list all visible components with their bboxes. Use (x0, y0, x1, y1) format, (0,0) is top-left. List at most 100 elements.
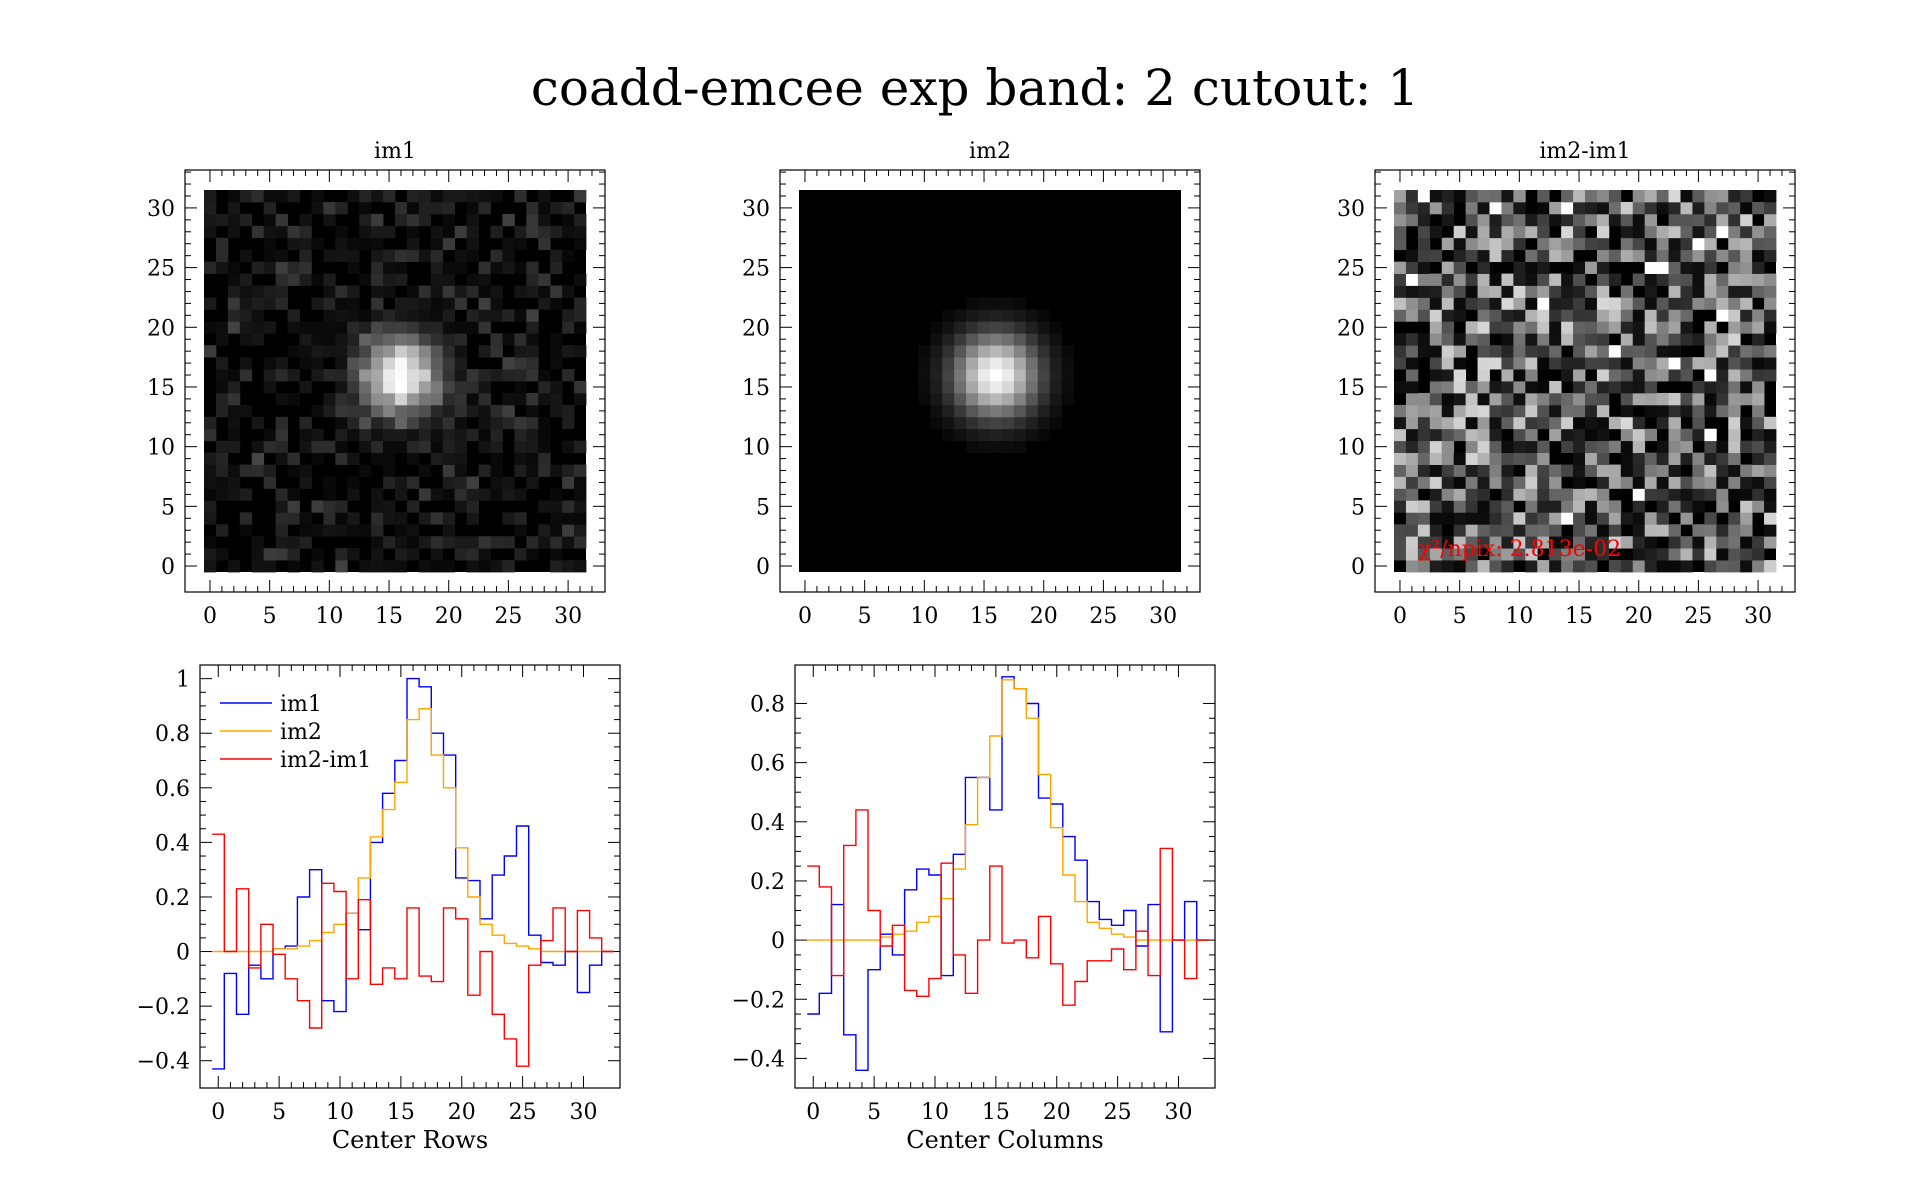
heatmap-cell (1573, 392, 1586, 406)
heatmap-cell (550, 500, 563, 513)
heatmap-cell (1680, 190, 1693, 203)
heatmap-cell (1489, 524, 1502, 537)
heatmap-cell (299, 464, 312, 477)
heatmap-cell (1716, 190, 1729, 203)
heatmap-cell (1728, 464, 1741, 477)
heatmap-cell (1740, 381, 1753, 394)
heatmap-cell (1656, 464, 1669, 477)
heatmap-cell (239, 369, 253, 382)
heatmap-cell (442, 524, 456, 537)
heatmap-cell (1728, 524, 1741, 537)
heatmap-cell (1061, 381, 1074, 394)
heatmap-cell (1429, 416, 1443, 430)
heatmap-cell (204, 416, 217, 430)
heatmap-cell (538, 416, 551, 430)
heatmap-cell (1037, 392, 1051, 406)
heatmap-cell (942, 357, 955, 370)
heatmap-cell (1477, 560, 1490, 573)
heatmap-cell (1740, 369, 1753, 382)
heatmap-cell (323, 333, 336, 346)
heatmap-cell (395, 440, 408, 454)
heatmap-cell (442, 464, 456, 477)
heatmap-cell (1716, 225, 1729, 239)
heatmap-cell (1405, 440, 1419, 454)
heatmap-cell (395, 357, 408, 370)
heatmap-cell (1537, 357, 1550, 370)
heatmap-cell (478, 404, 491, 418)
heatmap-cell (1585, 536, 1598, 549)
heatmap-cell (990, 369, 1003, 382)
heatmap-cell (359, 464, 372, 477)
heatmap-cell (1644, 190, 1658, 203)
heatmap-cell (299, 476, 312, 489)
heatmap-cell (550, 357, 563, 370)
heatmap-cell (1049, 416, 1063, 430)
heatmap-cell (215, 488, 229, 501)
heatmap-cell (490, 476, 503, 489)
heatmap-cell (1394, 285, 1407, 298)
heatmap-cell (1465, 560, 1478, 573)
heatmap-cell (1668, 452, 1681, 465)
heatmap-cell (371, 548, 384, 561)
heatmap-cell (490, 428, 503, 442)
heatmap-cell (418, 369, 432, 382)
heatmap-cell (1596, 476, 1610, 489)
heatmap-xtick-label: 10 (910, 604, 938, 629)
heatmap-cell (1477, 309, 1490, 322)
heatmap-cell (1668, 345, 1681, 358)
heatmap-cell (359, 560, 372, 573)
heatmap-cell (335, 381, 348, 394)
heatmap-cell (1537, 225, 1550, 239)
heatmap-cell (1752, 560, 1765, 573)
heatmap-xtick-label: 30 (1149, 604, 1177, 629)
heatmap-cell (395, 345, 408, 358)
heatmap-cell (383, 333, 396, 346)
heatmap-cell (1668, 201, 1681, 215)
heatmap-cell (1561, 249, 1574, 263)
heatmap-cell (323, 309, 336, 322)
heatmap-cell (966, 428, 979, 442)
heatmap-cell (1537, 273, 1550, 286)
heatmap-cell (1632, 225, 1646, 239)
heatmap-cell (514, 381, 527, 394)
heatmap-cell (1561, 201, 1574, 215)
heatmap-cell (1394, 476, 1407, 489)
heatmap-cell (1716, 404, 1729, 418)
heatmap-cell (1680, 536, 1693, 549)
heatmap-cell (1728, 333, 1741, 346)
heatmap-cell (930, 357, 943, 370)
heatmap-cell (251, 309, 265, 322)
heatmap-cell (1489, 225, 1502, 239)
heatmap-cell (538, 536, 551, 549)
heatmap-cell (574, 464, 587, 477)
heatmap-cell (1405, 416, 1419, 430)
heatmap-cell (215, 369, 229, 382)
heatmap-cell (1608, 500, 1622, 513)
heatmap-cell (1477, 428, 1490, 442)
heatmap-cell (1513, 512, 1526, 525)
heatmap-cell (1001, 381, 1015, 394)
heatmap-cell (215, 213, 229, 227)
lineplot-xtick-label: 10 (326, 1100, 354, 1125)
heatmap-cell (1561, 273, 1574, 286)
heatmap-cell (1465, 201, 1478, 215)
heatmap-cell (1573, 357, 1586, 370)
heatmap-cell (1632, 381, 1646, 394)
heatmap-cell (1596, 464, 1610, 477)
heatmap-cell (418, 321, 432, 334)
heatmap-cell (1632, 357, 1646, 370)
heatmap-cell (311, 357, 324, 370)
heatmap-cell (1764, 249, 1777, 263)
heatmap-cell (1537, 560, 1550, 573)
heatmap-cell (1596, 369, 1610, 382)
heatmap-cell (942, 345, 955, 358)
heatmap-cell (335, 321, 348, 334)
heatmap-cell (1680, 333, 1693, 346)
heatmap-cell (1477, 392, 1490, 406)
heatmap-cell (204, 201, 217, 215)
heatmap-cell (204, 297, 217, 310)
heatmap-cell (1620, 452, 1634, 465)
heatmap-cell (1728, 392, 1741, 406)
heatmap-cell (1513, 488, 1526, 501)
heatmap-cell (1668, 309, 1681, 322)
